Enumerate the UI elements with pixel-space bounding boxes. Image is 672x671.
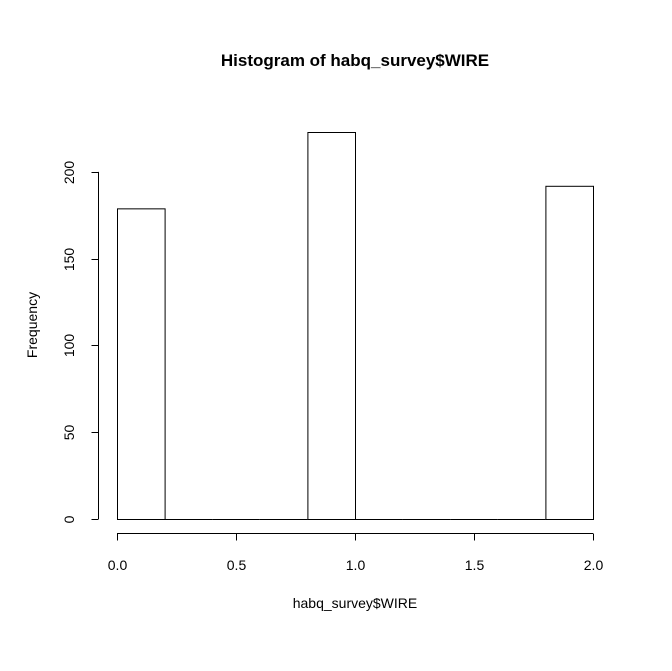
- y-tick-label: 0: [61, 515, 77, 523]
- x-axis: 0.0 0.5 1.0 1.5 2.0: [108, 533, 604, 573]
- y-tick-label: 200: [61, 161, 77, 185]
- y-axis: 0 50 100 150 200: [61, 161, 99, 523]
- histogram-bar: [117, 208, 166, 521]
- y-axis-label: Frequency: [24, 292, 40, 358]
- x-tick-label: 2.0: [584, 557, 604, 573]
- y-tick-label: 100: [61, 334, 77, 358]
- y-tick-label: 150: [61, 248, 77, 272]
- x-tick-label: 1.5: [465, 557, 485, 573]
- histogram-bar: [307, 132, 356, 520]
- histogram-bar: [545, 185, 595, 520]
- chart-title: Histogram of habq_survey$WIRE: [221, 51, 489, 70]
- x-axis-label: habq_survey$WIRE: [293, 595, 418, 611]
- bars-group: [117, 132, 595, 521]
- x-tick-label: 0.0: [108, 557, 128, 573]
- y-tick-label: 50: [61, 425, 77, 441]
- x-tick-label: 1.0: [346, 557, 366, 573]
- x-tick-label: 0.5: [227, 557, 247, 573]
